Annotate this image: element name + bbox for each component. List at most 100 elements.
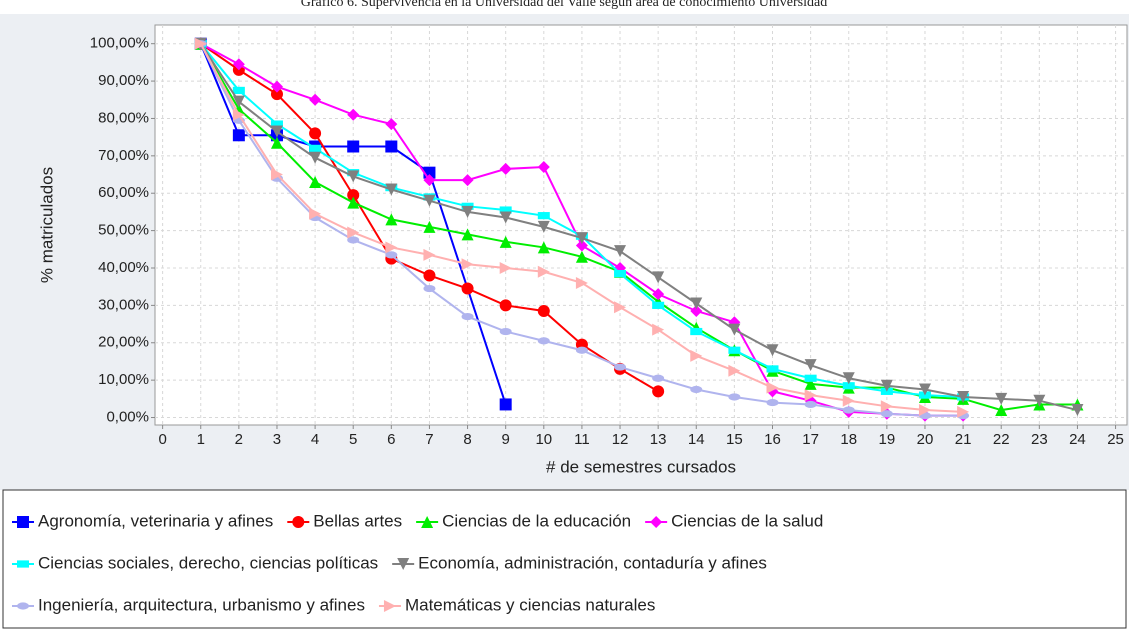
marker: [499, 211, 512, 224]
marker: [652, 301, 665, 309]
legend-label: Ingeniería, arquitectura, urbanismo y af…: [38, 595, 365, 614]
marker: [575, 346, 588, 354]
x-tick-label: 13: [650, 431, 667, 448]
marker: [766, 381, 779, 394]
y-tick-label: 100,00%: [90, 35, 149, 52]
marker: [499, 261, 512, 274]
marker: [1033, 394, 1046, 407]
marker: [537, 241, 550, 254]
marker: [766, 344, 779, 357]
marker: [652, 385, 665, 398]
marker: [499, 327, 512, 336]
y-tick-label: 60,00%: [98, 184, 149, 201]
x-tick-label: 15: [726, 431, 743, 448]
marker: [309, 144, 322, 152]
marker: [537, 220, 550, 233]
marker: [385, 118, 398, 131]
chart-title: Gráfico 6. Supervivencia en la Universid…: [301, 0, 828, 10]
marker: [842, 394, 855, 407]
plot-area: [154, 24, 1128, 426]
marker: [270, 168, 283, 181]
marker: [461, 258, 474, 271]
marker: [347, 170, 360, 183]
marker: [842, 372, 855, 385]
marker: [423, 174, 436, 187]
marker: [728, 364, 741, 377]
marker: [690, 327, 703, 336]
marker: [499, 398, 512, 411]
marker: [461, 205, 474, 218]
marker: [804, 400, 817, 409]
x-tick-label: 14: [688, 431, 705, 448]
marker: [461, 282, 474, 295]
marker: [880, 410, 893, 418]
marker: [461, 228, 474, 241]
marker: [270, 88, 283, 101]
x-tick-label: 18: [840, 431, 857, 448]
y-tick-label: 90,00%: [98, 72, 149, 89]
y-tick-label: 80,00%: [98, 109, 149, 126]
x-tick-label: 10: [535, 431, 552, 448]
legend-label: Ciencias sociales, derecho, ciencias pol…: [38, 553, 378, 572]
marker: [537, 265, 550, 278]
marker: [614, 301, 627, 314]
x-tick-label: 20: [917, 431, 934, 448]
marker: [690, 349, 703, 362]
x-tick-label: 7: [425, 431, 433, 448]
marker: [309, 127, 322, 140]
x-tick-label: 9: [502, 431, 510, 448]
marker: [385, 241, 398, 254]
x-tick-label: 12: [612, 431, 629, 448]
y-tick-label: 50,00%: [98, 222, 149, 239]
legend: [2, 489, 1127, 629]
legend-label: Bellas artes: [313, 511, 402, 530]
x-tick-label: 5: [349, 431, 357, 448]
marker: [880, 400, 893, 413]
legend-marker: [421, 516, 434, 528]
marker: [652, 323, 665, 336]
marker: [385, 251, 398, 259]
marker: [957, 405, 970, 418]
marker: [995, 392, 1008, 405]
y-tick-label: 70,00%: [98, 147, 149, 164]
marker: [347, 196, 360, 209]
y-tick-label: 30,00%: [98, 296, 149, 313]
marker: [804, 359, 817, 372]
marker: [575, 250, 588, 263]
marker: [499, 299, 512, 312]
marker: [766, 365, 779, 373]
marker: [347, 108, 360, 121]
marker: [232, 86, 245, 95]
marker: [614, 245, 627, 258]
legend-marker: [383, 600, 396, 612]
marker: [423, 248, 436, 261]
marker: [690, 304, 703, 317]
marker: [804, 377, 817, 390]
legend-label: Economía, administración, contaduría y a…: [418, 553, 767, 572]
marker: [270, 80, 283, 93]
x-tick-label: 1: [197, 431, 205, 448]
x-tick-label: 21: [955, 431, 972, 448]
marker: [575, 239, 588, 252]
x-tick-label: 23: [1031, 431, 1048, 448]
marker: [309, 151, 322, 164]
x-tick-label: 6: [387, 431, 395, 448]
series-line: [199, 43, 1078, 412]
marker: [194, 37, 207, 50]
x-tick-label: 2: [235, 431, 243, 448]
x-tick-label: 3: [273, 431, 281, 448]
marker: [690, 385, 703, 394]
marker: [614, 269, 627, 278]
marker: [652, 271, 665, 284]
marker: [270, 125, 283, 138]
marker: [309, 207, 322, 220]
x-tick-label: 17: [802, 431, 819, 448]
marker: [232, 129, 245, 142]
marker: [347, 236, 360, 244]
marker: [385, 213, 398, 226]
legend-marker: [397, 558, 410, 570]
marker: [347, 140, 360, 153]
x-tick-label: 0: [158, 431, 166, 448]
